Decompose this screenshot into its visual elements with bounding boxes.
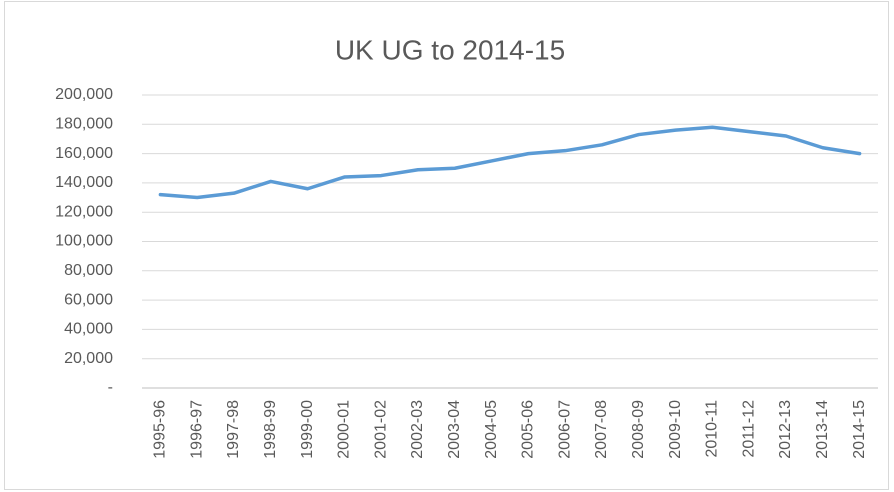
y-tick-label: 180,000 [55, 116, 113, 133]
y-tick-label: 160,000 [55, 145, 113, 162]
y-tick-label: 120,000 [55, 203, 113, 220]
x-tick-label: 2013-14 [814, 400, 831, 459]
x-tick-label: 2001-02 [372, 400, 389, 459]
x-tick-label: 2009-10 [667, 400, 684, 459]
chart-border [4, 1, 889, 490]
x-tick-label: 2007-08 [593, 400, 610, 459]
x-tick-label: 1999-00 [299, 400, 316, 459]
y-tick-label: 40,000 [64, 321, 113, 338]
y-tick-label: 140,000 [55, 174, 113, 191]
x-tick-label: 2004-05 [483, 400, 500, 459]
x-tick-label: 2012-13 [777, 400, 794, 459]
x-tick-label: 2006-07 [556, 400, 573, 459]
x-tick-label: 2014-15 [851, 400, 868, 459]
y-tick-label: 80,000 [64, 262, 113, 279]
data-line [158, 125, 862, 200]
x-tick-label: 2011-12 [740, 400, 757, 458]
y-tick-label: 200,000 [55, 86, 113, 103]
y-tick-label: 100,000 [55, 233, 113, 250]
y-tick-label: 60,000 [64, 291, 113, 308]
chart-title: UK UG to 2014-15 [335, 34, 565, 65]
x-tick-label: 2003-04 [446, 400, 463, 459]
x-tick-label: 1995-96 [152, 400, 169, 459]
x-tick-label: 2002-03 [409, 400, 426, 459]
x-tick-label: 2000-01 [336, 400, 353, 459]
x-tick-label: 2005-06 [520, 400, 537, 459]
x-tick-label: 2008-09 [630, 400, 647, 459]
x-tick-label: 1996-97 [188, 400, 205, 459]
x-tick-label: 1997-98 [225, 400, 242, 459]
y-tick-label: - [108, 379, 113, 396]
y-tick-label: 20,000 [64, 350, 113, 367]
x-tick-label: 1998-99 [262, 400, 279, 459]
x-tick-label: 2010-11 [704, 400, 721, 458]
